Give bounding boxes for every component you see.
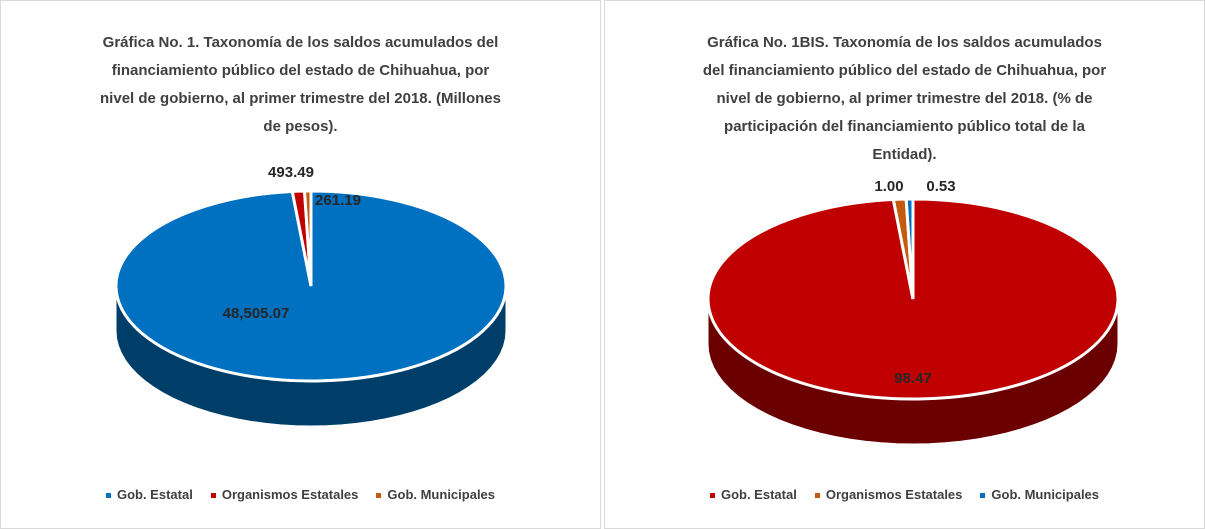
legend-item: Gob. Municipales bbox=[980, 487, 1099, 502]
pie-rim bbox=[115, 190, 507, 382]
data-label: 98.47 bbox=[894, 370, 932, 387]
chart: 98.47 1.00 0.53 bbox=[706, 178, 1120, 445]
legend-item: Gob. Estatal bbox=[709, 487, 797, 502]
legend-item: Gob. Estatal bbox=[105, 487, 193, 502]
legend-label: Gob. Municipales bbox=[991, 487, 1100, 502]
chart-title: Gráfica No. 1. Taxonomía de los saldos a… bbox=[100, 34, 501, 135]
legend-label: Organismos Estatales bbox=[221, 487, 359, 502]
legend-swatch bbox=[210, 493, 216, 499]
pie-rim bbox=[707, 198, 1119, 400]
legend-item: Organismos Estatales bbox=[210, 487, 359, 502]
data-label: 1.00 bbox=[874, 178, 903, 195]
chart-title: Gráfica No. 1BIS. Taxonomía de los saldo… bbox=[702, 34, 1107, 163]
legend-label: Organismos Estatales bbox=[825, 487, 963, 502]
data-label: 261.19 bbox=[315, 192, 361, 209]
legend-label: Gob. Estatal bbox=[116, 487, 193, 502]
legend-label: Gob. Estatal bbox=[720, 487, 797, 502]
legend-item: Organismos Estatales bbox=[814, 487, 963, 502]
legend-item: Gob. Municipales bbox=[376, 487, 495, 502]
chart-panel: 48,505.07 493.49 261.19 Gráfica No. 1. Tax… bbox=[0, 0, 601, 529]
legend-swatch bbox=[814, 493, 820, 499]
legend: Gob. Estatal Organismos Estatales Gob. Mun… bbox=[605, 487, 1204, 502]
chart-panel: 98.47 1.00 0.53 Gráfica No. 1BIS. Taxonomí… bbox=[604, 0, 1205, 529]
data-label: 493.49 bbox=[268, 164, 314, 181]
data-label: 48,505.07 bbox=[223, 305, 290, 322]
legend-swatch bbox=[376, 493, 382, 499]
legend-swatch bbox=[105, 493, 111, 499]
legend-swatch bbox=[709, 493, 715, 499]
legend: Gob. Estatal Organismos Estatales Gob. Mun… bbox=[1, 487, 600, 502]
data-label: 0.53 bbox=[926, 178, 955, 195]
legend-label: Gob. Municipales bbox=[387, 487, 496, 502]
legend-swatch bbox=[980, 493, 986, 499]
